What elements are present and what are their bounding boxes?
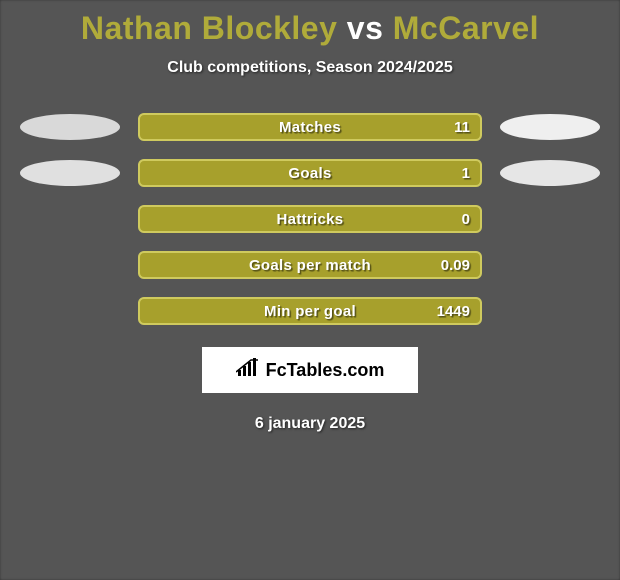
stat-label: Min per goal bbox=[140, 303, 480, 320]
stat-bar: Goals1 bbox=[138, 159, 482, 187]
vs-text: vs bbox=[347, 10, 384, 46]
page-title: Nathan Blockley vs McCarvel bbox=[0, 0, 620, 47]
left-spacer bbox=[20, 206, 120, 232]
stat-value: 1 bbox=[462, 165, 470, 182]
left-badge bbox=[20, 160, 120, 186]
stat-label: Hattricks bbox=[140, 211, 480, 228]
right-badge bbox=[500, 160, 600, 186]
left-spacer bbox=[20, 298, 120, 324]
right-spacer bbox=[500, 252, 600, 278]
comparison-card: Nathan Blockley vs McCarvel Club competi… bbox=[0, 0, 620, 580]
left-spacer bbox=[20, 252, 120, 278]
date-text: 6 january 2025 bbox=[0, 415, 620, 433]
stat-row: Matches11 bbox=[0, 113, 620, 141]
stat-value: 11 bbox=[454, 119, 470, 136]
logo-text: FcTables.com bbox=[266, 360, 385, 381]
stat-value: 0 bbox=[462, 211, 470, 228]
stat-bar: Min per goal1449 bbox=[138, 297, 482, 325]
subtitle: Club competitions, Season 2024/2025 bbox=[0, 59, 620, 77]
stat-row: Hattricks0 bbox=[0, 205, 620, 233]
right-badge bbox=[500, 114, 600, 140]
stat-label: Matches bbox=[140, 119, 480, 136]
stat-row: Goals1 bbox=[0, 159, 620, 187]
stat-value: 0.09 bbox=[441, 257, 470, 274]
stat-bar: Hattricks0 bbox=[138, 205, 482, 233]
logo-box[interactable]: FcTables.com bbox=[202, 347, 418, 393]
player2-name: McCarvel bbox=[393, 10, 539, 46]
stat-row: Goals per match0.09 bbox=[0, 251, 620, 279]
stat-rows: Matches11 Goals1 Hattricks0 Goals per match… bbox=[0, 113, 620, 325]
left-badge bbox=[20, 114, 120, 140]
stat-value: 1449 bbox=[437, 303, 470, 320]
chart-icon bbox=[236, 358, 260, 383]
right-spacer bbox=[500, 298, 600, 324]
stat-label: Goals bbox=[140, 165, 480, 182]
stat-label: Goals per match bbox=[140, 257, 480, 274]
stat-row: Min per goal1449 bbox=[0, 297, 620, 325]
player1-name: Nathan Blockley bbox=[81, 10, 337, 46]
stat-bar: Goals per match0.09 bbox=[138, 251, 482, 279]
stat-bar: Matches11 bbox=[138, 113, 482, 141]
right-spacer bbox=[500, 206, 600, 232]
